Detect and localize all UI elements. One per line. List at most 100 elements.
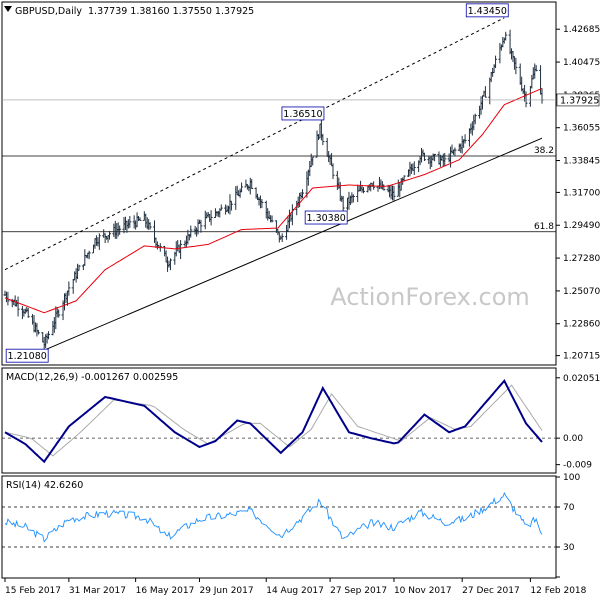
rsi-axis: 100 70 30 — [556, 473, 580, 578]
price-bar — [229, 200, 233, 211]
price-bar — [402, 175, 406, 182]
rsi-panel: 100 70 30 RSI(14) 42.6260 — [1, 473, 580, 579]
price-bar — [138, 217, 142, 221]
ma-line — [4, 87, 543, 314]
price-bar — [168, 258, 172, 271]
last-price-marker: 1.37925 — [2, 93, 600, 107]
svg-text:1.21080: 1.21080 — [8, 351, 47, 362]
price-bar — [473, 113, 477, 125]
price-tick-label: 1.25070 — [563, 287, 600, 297]
macd-main-line — [4, 379, 543, 464]
price-panel: ActionForex.com 1.426851.404751.382651.3… — [1, 1, 600, 366]
price-bar — [209, 210, 213, 226]
price-bar — [412, 161, 416, 175]
price-bar — [433, 153, 437, 162]
date-tick-label: 27 Sep 2017 — [330, 586, 387, 596]
rsi-main-line — [4, 492, 543, 543]
price-bar — [16, 296, 20, 317]
price-annotation: 1.43450 — [465, 3, 509, 18]
price-bar — [280, 233, 284, 243]
price-annotations: 1.43450 1.36510 1.30380 1.21080 — [5, 3, 509, 363]
price-bar — [301, 189, 305, 199]
macd-line — [4, 379, 543, 464]
price-bar — [47, 331, 51, 340]
symbol-label: GBPUSD,Daily — [15, 6, 82, 17]
rsi-panel-frame — [1, 475, 557, 579]
svg-text:1.30380: 1.30380 — [307, 213, 346, 224]
price-bar — [453, 147, 457, 157]
date-tick-label: 27 Dec 2017 — [462, 586, 519, 596]
macd-tick-label: 0.02051 — [563, 374, 600, 384]
price-tick-label: 1.20715 — [563, 352, 600, 362]
moving-average — [4, 87, 543, 314]
price-bar — [26, 307, 30, 318]
date-tick-label: 15 Feb 2017 — [5, 586, 61, 596]
macd-panel-frame — [1, 367, 557, 474]
date-tick-label: 10 Nov 2017 — [394, 586, 452, 596]
price-bar — [463, 134, 467, 144]
price-annotation: 1.30380 — [304, 210, 348, 225]
price-bar — [443, 152, 447, 166]
rsi-label: RSI(14) 42.6260 — [6, 480, 83, 491]
price-bar — [77, 264, 81, 271]
fib-level-label: 38.2 — [534, 146, 554, 156]
price-bar — [494, 55, 498, 69]
price-bar — [504, 31, 508, 41]
rsi-line — [4, 492, 543, 543]
price-bar — [219, 204, 223, 211]
price-bar — [199, 219, 203, 233]
price-bar — [67, 281, 71, 296]
price-bar — [331, 163, 335, 180]
price-bar — [351, 194, 355, 203]
macd-tick-label: -0.009 — [563, 461, 592, 471]
price-bar — [148, 222, 152, 230]
price-bar — [534, 65, 538, 72]
price-bar — [189, 225, 193, 238]
macd-panel: 0.02051 0.00 -0.009 MACD(12,26,9) -0.00126… — [1, 367, 600, 474]
macd-signal-line — [4, 384, 543, 457]
macd-signal — [4, 384, 543, 457]
price-bar — [250, 179, 254, 190]
svg-text:1.43450: 1.43450 — [468, 6, 507, 17]
date-axis: 15 Feb 2017 31 Mar 2017 16 May 2017 29 Jun … — [4, 578, 587, 596]
date-tick-label: 29 Jun 2017 — [199, 586, 253, 596]
macd-axis: 0.02051 0.00 -0.009 — [556, 374, 600, 471]
price-bar — [422, 152, 426, 162]
price-tick-label: 1.36055 — [563, 124, 600, 134]
price-tick-label: 1.29490 — [563, 221, 600, 231]
price-bar — [514, 57, 518, 75]
svg-text:1.36510: 1.36510 — [283, 109, 322, 120]
last-price-box — [556, 93, 600, 107]
price-annotation: 1.36510 — [281, 106, 325, 121]
price-bar — [321, 133, 325, 146]
price-bar — [240, 182, 244, 193]
date-tick-label: 16 May 2017 — [136, 586, 195, 596]
date-tick-label: 12 Feb 2018 — [530, 586, 586, 596]
price-bar — [36, 329, 40, 335]
watermark: ActionForex.com — [330, 283, 530, 311]
price-bar — [128, 216, 132, 228]
trend-channel — [4, 17, 543, 351]
price-tick-label: 1.42685 — [563, 25, 600, 35]
rsi-tick-label: 30 — [563, 543, 575, 553]
price-bar — [311, 156, 315, 166]
price-bar — [107, 230, 111, 240]
price-bar — [118, 225, 122, 235]
date-tick-label: 14 Aug 2017 — [266, 586, 324, 596]
price-bar — [361, 187, 365, 194]
last-price-label: 1.37925 — [560, 95, 599, 106]
price-bar — [260, 199, 264, 209]
price-tick-label: 1.33845 — [563, 157, 600, 167]
price-bar — [97, 233, 101, 250]
price-tick-label: 1.40475 — [563, 58, 600, 68]
date-tick-label: 31 Mar 2017 — [69, 586, 126, 596]
ohlc-values: 1.37739 1.38160 1.37550 1.37925 — [88, 6, 254, 17]
fib-level-label: 61.8 — [534, 222, 554, 232]
rsi-levels — [2, 506, 556, 548]
price-panel-frame — [1, 1, 557, 366]
price-bar — [179, 240, 183, 260]
price-header: GBPUSD,Daily 1.37739 1.38160 1.37550 1.3… — [4, 6, 254, 17]
rsi-tick-label: 70 — [563, 503, 575, 513]
dropdown-triangle-icon — [4, 6, 12, 12]
